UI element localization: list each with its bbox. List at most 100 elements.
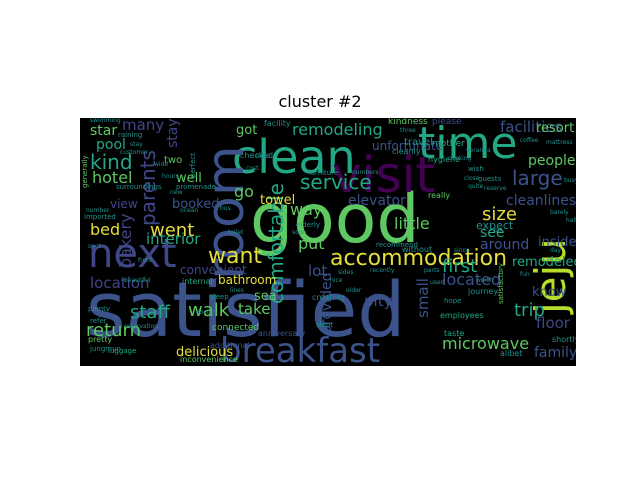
word-put: put [298,234,325,253]
word-jungmun: jungmun [90,345,121,353]
word-large: large [512,166,563,190]
word-hygiene: hygiene [428,155,461,164]
word-pretty: pretty [88,335,113,344]
word-bathroom: bathroom [218,273,277,287]
word-three: three [400,127,416,134]
word-liked: liked [256,153,271,160]
word-without: without [402,245,433,254]
word-got: got [236,123,258,138]
word-good: good [250,180,420,259]
word-bed: bed [90,220,121,239]
chart-title: cluster #2 [278,92,362,111]
word-additional: additional [210,341,250,350]
word-cooking: cooking [448,155,472,162]
word-beautiful: beautiful [124,277,151,284]
word-please: please [432,118,462,127]
word-went: went [150,220,195,241]
word-quite: quite [468,183,484,190]
word-creating: creating [312,293,345,302]
word-hotel: hotel [92,168,133,187]
word-nice: nice [330,277,343,284]
word-used: used [430,279,445,286]
word-breakfast: breakfast [220,331,381,366]
word-since: since [454,247,470,254]
word-expect: expect [476,219,514,232]
word-doctor: doctor [196,309,216,316]
word-close: close [464,175,480,182]
word-interior: interior [146,230,201,248]
word-fun: fun [520,271,530,278]
word-raining: raining [118,131,143,139]
word-hours: hours [162,173,179,180]
word-wish: wish [468,165,484,173]
word-barely: barely [550,209,569,216]
word-return: return [86,320,142,341]
word-recommend: recommend [376,241,418,249]
word-numbers: numbers [352,169,379,176]
word-remodeled: remodeled [512,255,576,270]
word-internal: internal [182,277,213,286]
word-shortly: shortly [552,335,576,344]
word-service: service [300,170,372,194]
word-bus: bus [220,205,231,212]
word-travel: travel [404,137,434,148]
word-cleanliness: cleanliness [506,193,576,209]
word-cloud: satisfied good clean visit time room bre… [80,118,576,366]
word-anniversary: anniversary [258,329,306,338]
word-front: front [138,257,153,264]
word-visit: visit [332,146,436,204]
word-guests: guests [478,175,502,183]
word-remodeling: remodeling [292,120,383,139]
word-resort: resort [536,121,575,136]
word-sleep: sleep [210,293,229,301]
word-cleanly: cleanly [392,147,421,156]
word-well: well [176,171,202,186]
word-really: really [428,191,451,200]
word-location: location [90,274,150,292]
word-around: around [480,237,530,253]
word-spot: spot [88,243,101,250]
word-booked: booked [172,197,220,212]
word-towel: towel [260,193,296,208]
word-floor: floor [536,314,570,332]
word-luggage: luggage [108,347,137,355]
word-people: people [528,153,576,169]
word-small: small [414,278,432,318]
word-unfortunate: unfortunate [372,139,444,153]
word-view: view [110,197,138,211]
word-bit: bit [494,227,502,234]
word-time: time [418,118,518,169]
word-facilities: facilities [500,118,563,136]
word-slept: slept [316,321,334,329]
word-want: want [208,244,263,269]
word-first: first [442,256,478,277]
word-toilet: toilet [228,229,244,236]
word-older: older [346,287,362,294]
word-walk: walk [188,300,230,321]
word-mattress: mattress [546,139,573,146]
word-way: way [290,200,323,219]
word-clean: clean [232,130,356,184]
word-kindness: kindness [388,118,428,127]
word-imported: imported [84,213,116,221]
word-busy: busy [564,177,576,184]
word-inside: inside [538,235,576,250]
word-new: new [170,189,183,196]
word-journey: journey [468,287,499,296]
word-wide: wide [154,161,169,168]
word-hall: hall [566,217,576,224]
word-alibet: alibet [500,349,523,358]
word-kind: kind [90,150,133,174]
word-two: two [164,155,183,166]
word-coffee: coffee [520,137,539,144]
word-generally: generally [81,155,89,188]
word-veranda: veranda [466,147,491,154]
word-recently: recently [370,267,395,274]
word-star: star [90,123,118,139]
word-family: family [534,345,576,361]
word-soon: soon [292,229,307,236]
word-promenade: promenade [176,183,217,191]
word-see: see [480,225,505,241]
word-stayed: stayed [165,118,181,148]
word-checked: checked [240,151,274,160]
